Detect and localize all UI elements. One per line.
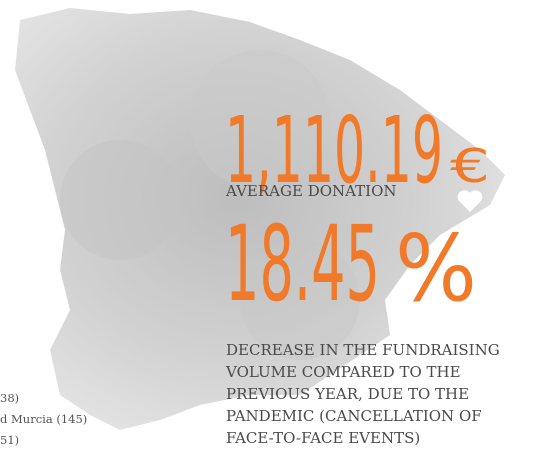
stat-label-line: PANDEMIC (CANCELLATION OF	[226, 407, 482, 425]
stat-label: DECREASE IN THE FUNDRAISING VOLUME COMPAR…	[225, 341, 500, 447]
stat-label-line: DECREASE IN THE FUNDRAISING	[226, 341, 500, 359]
side-list-item: 38)	[0, 391, 19, 405]
side-list: 38) d Murcia (145) 51)	[0, 391, 87, 447]
stat-label-line: FACE-TO-FACE EVENTS)	[226, 429, 420, 447]
map-blot	[60, 140, 180, 260]
stat-unit: €	[450, 139, 490, 193]
stat-label-line: VOLUME COMPARED TO THE	[225, 363, 461, 381]
stat-value: 1,110.19	[225, 97, 443, 204]
stat-unit: %	[395, 215, 477, 322]
map-blot	[240, 240, 360, 360]
map-blot	[190, 50, 330, 190]
side-list-item: 51)	[0, 433, 19, 447]
map-spain	[15, 8, 505, 430]
heart-icon	[457, 190, 483, 212]
stat-value: 18.45	[225, 203, 380, 325]
side-list-item: d Murcia (145)	[0, 412, 87, 426]
stat-label-line: PREVIOUS YEAR, DUE TO THE	[226, 385, 469, 403]
stat-label: AVERAGE DONATION	[225, 182, 397, 200]
